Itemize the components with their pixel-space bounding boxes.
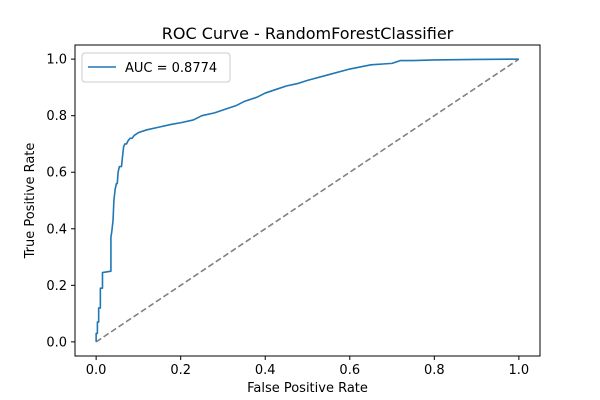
axes-frame xyxy=(74,44,541,357)
plot-area xyxy=(95,58,520,343)
x-tick-label: 0.4 xyxy=(255,363,276,378)
x-tick-label: 0.2 xyxy=(170,363,191,378)
y-tick-label: 0.6 xyxy=(46,166,67,181)
y-tick-label: 0.8 xyxy=(46,109,67,124)
y-tick-label: 0.0 xyxy=(46,335,67,350)
x-axis-label: False Positive Rate xyxy=(247,381,368,396)
y-tick-label: 0.4 xyxy=(46,222,67,237)
ticks: 0.0 0.2 0.4 0.6 0.8 1.0 0.0 0.2 0.4 0.6 0.8 1.0 xyxy=(46,53,529,378)
y-axis-label: True Positive Rate xyxy=(23,143,38,260)
chance-diagonal-line xyxy=(95,58,520,343)
x-tick-label: 0.6 xyxy=(339,363,360,378)
x-tick-label: 0.0 xyxy=(86,363,107,378)
x-tick-label: 1.0 xyxy=(509,363,530,378)
legend-box xyxy=(81,52,231,83)
y-tick-label: 0.2 xyxy=(46,279,67,294)
roc-curve-line xyxy=(95,58,519,342)
legend: AUC = 0.8774 xyxy=(81,52,231,83)
chart-title: ROC Curve - RandomForestClassifier xyxy=(162,24,454,43)
x-tick-label: 0.8 xyxy=(424,363,445,378)
legend-entry-label: AUC = 0.8774 xyxy=(125,61,217,76)
y-tick-label: 1.0 xyxy=(46,53,67,68)
